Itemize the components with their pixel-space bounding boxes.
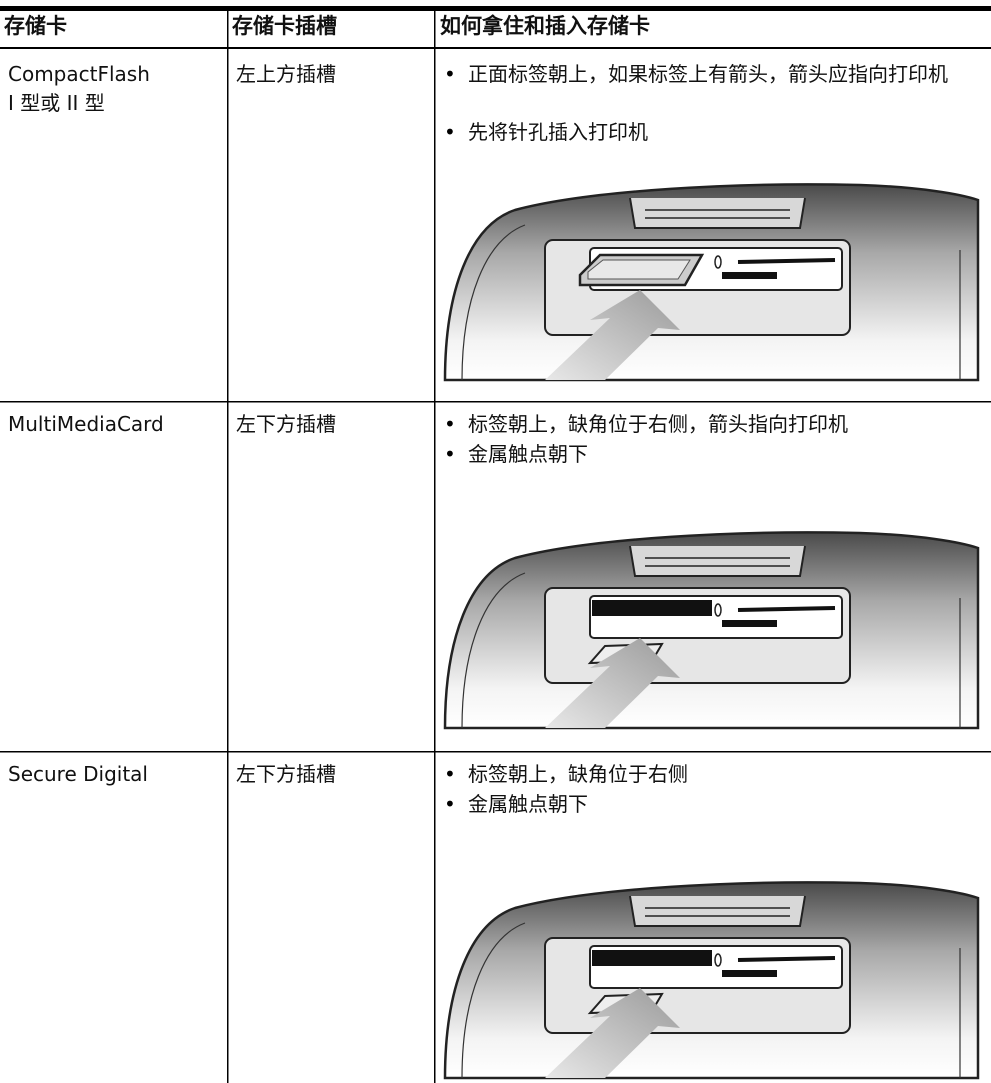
instruction: 金属触点朝下 — [468, 442, 588, 466]
illustration — [443, 182, 980, 382]
column-header: 如何拿住和插入存储卡 — [440, 14, 650, 38]
instruction: 正面标签朝上，如果标签上有箭头，箭头应指向打印机 — [468, 62, 948, 86]
top-rule — [0, 6, 991, 11]
column-rule — [227, 6, 229, 1083]
header-rule — [0, 47, 991, 49]
bullet: • — [444, 442, 456, 466]
column-header: 存储卡插槽 — [232, 14, 337, 38]
instruction: 标签朝上，缺角位于右侧，箭头指向打印机 — [468, 412, 848, 436]
instruction: 金属触点朝下 — [468, 792, 588, 816]
bullet: • — [444, 62, 456, 86]
illustration — [443, 530, 980, 730]
column-header: 存储卡 — [4, 14, 67, 38]
column-rule — [434, 6, 436, 1083]
row-rule — [0, 751, 991, 753]
card-name: I 型或 II 型 — [8, 91, 105, 115]
illustration — [443, 880, 980, 1080]
card-name: CompactFlash — [8, 62, 150, 86]
bullet: • — [444, 412, 456, 436]
bullet: • — [444, 792, 456, 816]
slot: 左下方插槽 — [236, 412, 336, 436]
row-rule — [0, 401, 991, 403]
bullet: • — [444, 120, 456, 144]
instruction: 标签朝上，缺角位于右侧 — [468, 762, 688, 786]
bullet: • — [444, 762, 456, 786]
card-name: Secure Digital — [8, 762, 148, 786]
slot: 左下方插槽 — [236, 762, 336, 786]
instruction: 先将针孔插入打印机 — [468, 120, 648, 144]
card-name: MultiMediaCard — [8, 412, 164, 436]
slot: 左上方插槽 — [236, 62, 336, 86]
